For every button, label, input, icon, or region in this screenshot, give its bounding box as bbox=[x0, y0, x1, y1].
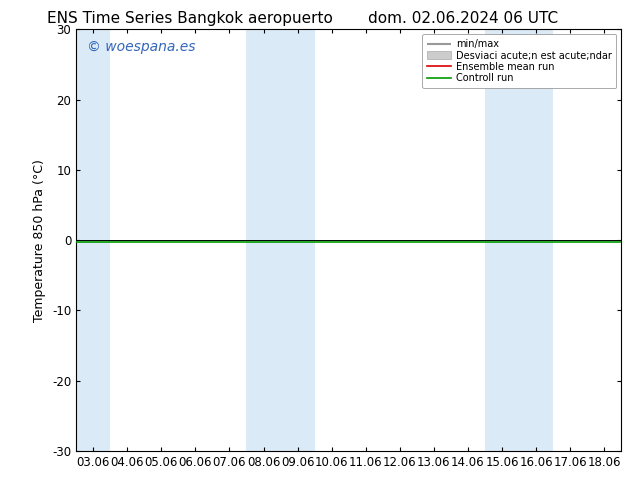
Bar bbox=[485, 29, 553, 451]
Y-axis label: Temperature 850 hPa (°C): Temperature 850 hPa (°C) bbox=[34, 159, 46, 321]
Legend: min/max, Desviaci acute;n est acute;ndar, Ensemble mean run, Controll run: min/max, Desviaci acute;n est acute;ndar… bbox=[422, 34, 616, 88]
Text: ENS Time Series Bangkok aeropuerto: ENS Time Series Bangkok aeropuerto bbox=[48, 11, 333, 26]
Bar bbox=[76, 29, 110, 451]
Bar bbox=[247, 29, 314, 451]
Text: dom. 02.06.2024 06 UTC: dom. 02.06.2024 06 UTC bbox=[368, 11, 558, 26]
Text: © woespana.es: © woespana.es bbox=[87, 40, 195, 54]
